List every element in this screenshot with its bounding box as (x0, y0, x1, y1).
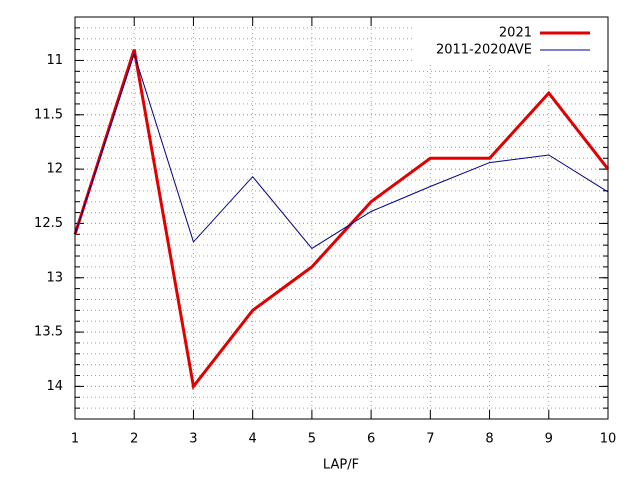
x-tick-label: 1 (71, 432, 79, 447)
x-tick-label: 5 (308, 432, 316, 447)
x-tick-label: 7 (426, 432, 434, 447)
legend-label: 2021 (499, 26, 532, 41)
y-tick-label: 12 (46, 162, 63, 177)
series-line (73, 49, 610, 390)
x-tick-label: 2 (130, 432, 138, 447)
series-line (74, 52, 609, 250)
x-tick-label: 8 (485, 432, 493, 447)
y-tick-label: 12.5 (34, 216, 63, 231)
legend-box (415, 17, 608, 62)
x-axis-label: LAP/F (323, 458, 359, 473)
y-tick-label: 11.5 (34, 107, 63, 122)
legend-label: 2011-2020AVE (436, 43, 532, 58)
x-tick-label: 9 (545, 432, 553, 447)
x-tick-label: 10 (600, 432, 617, 447)
x-tick-label: 3 (189, 432, 197, 447)
y-tick-label: 11 (46, 53, 63, 68)
y-tick-label: 13.5 (34, 325, 63, 340)
y-tick-label: 14 (46, 379, 63, 394)
x-tick-label: 4 (249, 432, 257, 447)
plot-border (74, 16, 609, 420)
x-tick-label: 6 (367, 432, 375, 447)
y-tick-label: 13 (46, 270, 63, 285)
